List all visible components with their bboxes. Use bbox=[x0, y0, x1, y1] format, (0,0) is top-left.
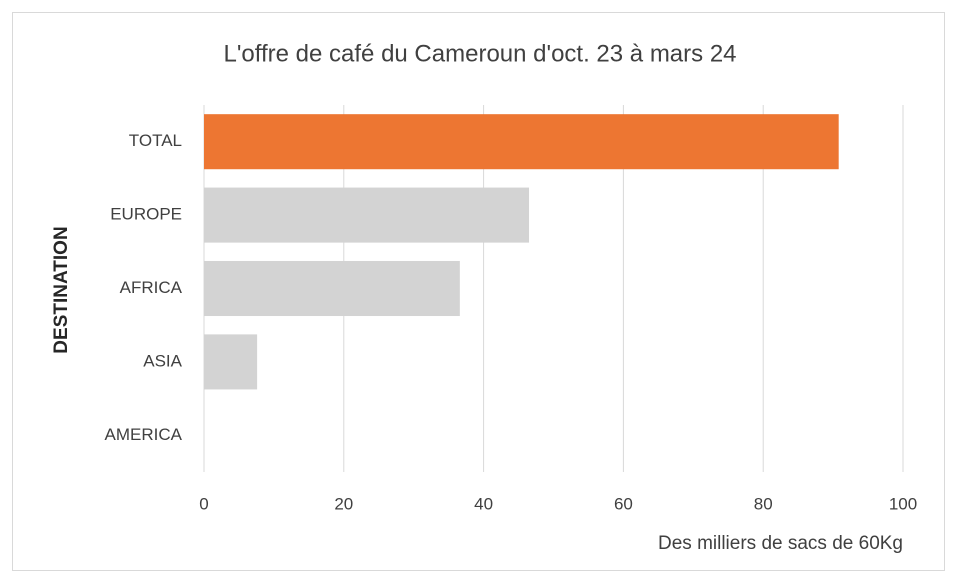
y-axis-title: DESTINATION bbox=[51, 226, 72, 353]
x-tick-label: 60 bbox=[614, 494, 633, 513]
x-axis-title: Des milliers de sacs de 60Kg bbox=[658, 533, 903, 554]
y-tick-label: ASIA bbox=[143, 351, 182, 370]
bar bbox=[204, 334, 258, 390]
bar bbox=[204, 114, 839, 170]
y-tick-label: AMERICA bbox=[105, 425, 183, 444]
bar bbox=[204, 260, 460, 317]
chart-title: L'offre de café du Cameroun d'oct. 23 à … bbox=[223, 40, 736, 67]
x-tick-label: 20 bbox=[334, 494, 353, 513]
bar bbox=[204, 187, 530, 243]
x-tick-label: 0 bbox=[199, 494, 208, 513]
x-tick-label: 40 bbox=[474, 494, 493, 513]
y-tick-label: EUROPE bbox=[110, 205, 182, 224]
x-tick-label: 100 bbox=[889, 494, 917, 513]
chart-frame bbox=[12, 12, 945, 571]
y-tick-label: AFRICA bbox=[120, 278, 183, 297]
x-tick-label: 80 bbox=[754, 494, 773, 513]
y-tick-label: TOTAL bbox=[129, 131, 182, 150]
